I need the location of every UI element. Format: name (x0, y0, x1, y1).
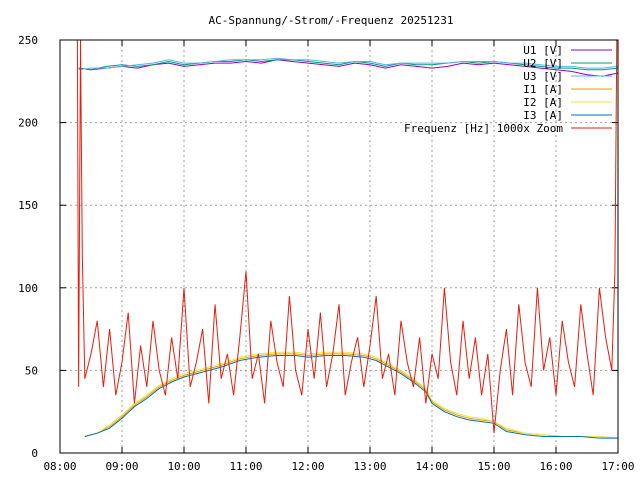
series-line-5 (84, 351, 619, 439)
legend-label-4: I1 [A] (523, 83, 563, 96)
series-lines (76, 39, 619, 439)
y-tick-label: 100 (18, 282, 38, 295)
x-tick-label: 17:00 (601, 460, 634, 473)
x-tick-label: 14:00 (415, 460, 448, 473)
series-line-4 (84, 353, 619, 439)
legend-label-6: I3 [A] (523, 109, 563, 122)
x-tick-label: 09:00 (105, 460, 138, 473)
legend-label-7: Frequenz [Hz] 1000x Zoom (404, 122, 563, 135)
legend-label-1: U1 [V] (523, 44, 563, 57)
x-tick-label: 15:00 (477, 460, 510, 473)
legend-label-5: I2 [A] (523, 96, 563, 109)
legend-label-2: U2 [V] (523, 57, 563, 70)
x-tick-label: 08:00 (43, 460, 76, 473)
grid (60, 40, 618, 453)
x-tick-label: 12:00 (291, 460, 324, 473)
legend-label-3: U3 [V] (523, 70, 563, 83)
y-tick-label: 0 (31, 447, 38, 460)
series-line-6 (84, 355, 618, 439)
plot-frame (59, 39, 619, 454)
series-line-2 (78, 59, 619, 71)
y-tick-label: 250 (18, 34, 38, 47)
series-line-7 (76, 39, 618, 434)
y-tick-label: 200 (18, 117, 38, 130)
chart-title: AC-Spannung/-Strom/-Frequenz 20251231 (208, 14, 453, 27)
legend: U1 [V]U2 [V]U3 [V]I1 [A]I2 [A]I3 [A]Freq… (404, 44, 612, 135)
series-line-1 (78, 59, 619, 77)
series-line-3 (78, 57, 619, 71)
x-tick-label: 10:00 (167, 460, 200, 473)
x-tick-label: 16:00 (539, 460, 572, 473)
x-tick-label: 11:00 (229, 460, 262, 473)
y-tick-label: 50 (25, 364, 38, 377)
x-tick-label: 13:00 (353, 460, 386, 473)
y-tick-label: 150 (18, 199, 38, 212)
